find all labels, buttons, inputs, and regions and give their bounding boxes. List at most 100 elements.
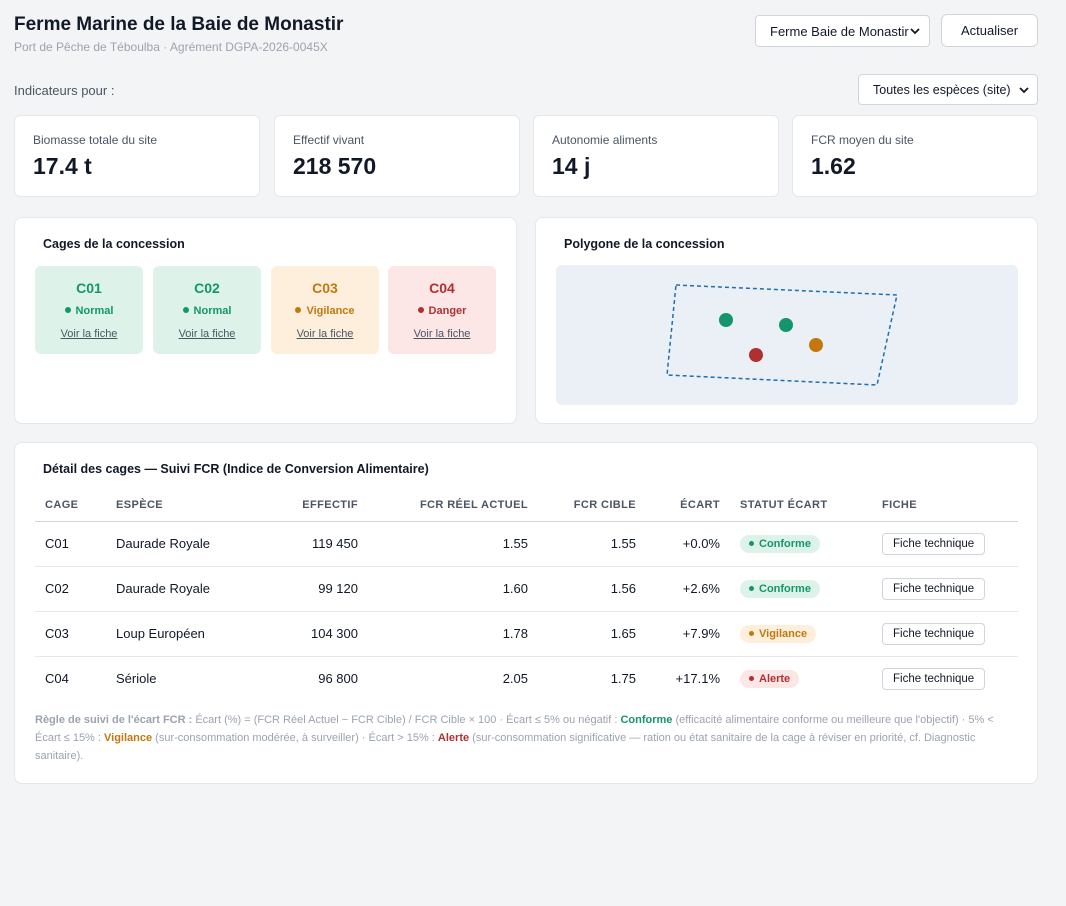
- cell-espece: Daurade Royale: [106, 566, 236, 612]
- chevron-down-icon: [1019, 87, 1029, 94]
- status-badge: Alerte: [740, 669, 800, 688]
- status-dot-icon: [749, 675, 754, 681]
- cage-status-label: Normal: [75, 305, 114, 317]
- table-row: C02 Daurade Royale 99 120 1.60 1.56 +2.6…: [35, 566, 1018, 612]
- cell-cage: C03: [35, 611, 106, 657]
- chevron-down-icon: [910, 28, 920, 35]
- cage-id: C04: [429, 280, 455, 296]
- cage-marker-c04[interactable]: [749, 348, 763, 362]
- cage-status-label: Danger: [428, 305, 467, 317]
- cell-cage: C02: [35, 566, 106, 612]
- cell-fcr-reel: 2.05: [502, 671, 528, 687]
- rule-keyword-vigilance: Vigilance: [104, 732, 153, 744]
- concession-map-svg: [666, 284, 898, 386]
- kpi-label: Effectif vivant: [293, 133, 365, 147]
- kpi-label: Autonomie aliments: [552, 133, 658, 147]
- col-header-fcr-cible: FCR CIBLE: [538, 489, 646, 522]
- cell-fcr-cible: 1.55: [538, 521, 646, 567]
- species-select-value: Toutes les espèces (site): [873, 82, 1011, 97]
- rule-text: (efficacité alimentaire conforme ou meil…: [35, 714, 994, 744]
- status-badge-label: Alerte: [759, 672, 791, 685]
- cage-marker-c02[interactable]: [779, 318, 793, 332]
- cell-statut: Alerte: [730, 656, 872, 701]
- kpi-value: 1.62: [811, 153, 856, 179]
- cell-fcr-reel: 1.78: [368, 611, 538, 657]
- col-header-ecart: ÉCART: [646, 489, 730, 522]
- kpi-card-biomasse: Biomasse totale du site 17.4 t: [14, 115, 260, 197]
- fcr-table-title: Détail des cages — Suivi FCR (Indice de …: [43, 462, 429, 476]
- cell-ecart: +17.1%: [675, 671, 720, 687]
- status-dot-icon: [295, 307, 302, 313]
- kpi-card-autonomie: Autonomie aliments 14 j: [533, 115, 779, 197]
- cell-fiche: Fiche technique: [872, 521, 1018, 567]
- map-panel-title: Polygone de la concession: [564, 237, 725, 251]
- cell-fcr-cible: 1.65: [538, 611, 646, 657]
- cell-fiche: Fiche technique: [872, 566, 1018, 612]
- status-badge: Conforme: [740, 579, 820, 598]
- cell-espece: Daurade Royale: [106, 521, 236, 567]
- cell-effectif: 99 120: [236, 566, 368, 612]
- status-dot-icon: [749, 585, 754, 591]
- refresh-button[interactable]: Actualiser: [941, 14, 1038, 47]
- cell-fcr-cible: 1.56: [538, 566, 646, 612]
- kpi-value: 17.4 t: [33, 153, 92, 179]
- kpi-card-fcr: FCR moyen du site 1.62: [792, 115, 1038, 197]
- cage-card-c02[interactable]: C02 Normal Voir la fiche: [153, 266, 261, 354]
- col-header-effectif: EFFECTIF: [236, 489, 368, 522]
- table-row: C04 Sériole 96 800 2.05 1.75 +17.1% Aler…: [35, 656, 1018, 701]
- cages-panel: Cages de la concession C01 Normal Voir l…: [14, 217, 517, 424]
- table-row: C01 Daurade Royale 119 450 1.55 1.55 +0.…: [35, 521, 1018, 567]
- cage-status: Danger: [388, 305, 496, 317]
- rule-text: (sur-consommation significative — ration…: [35, 732, 976, 762]
- cage-link[interactable]: Voir la fiche: [178, 328, 236, 340]
- cell-fcr-reel: 1.60: [368, 566, 538, 612]
- rule-intro: Règle de suivi de l'écart FCR :: [35, 714, 193, 726]
- fcr-table-panel: Détail des cages — Suivi FCR (Indice de …: [14, 442, 1038, 784]
- cell-ecart: +7.9%: [646, 611, 730, 657]
- cell-cage: C01: [35, 521, 106, 567]
- table-header-row: CAGE ESPÈCE EFFECTIF FCR RÉEL ACTUEL FCR…: [35, 489, 1018, 522]
- kpi-label: FCR moyen du site: [811, 133, 914, 147]
- rule-text: (sur-consommation modérée, à surveiller)…: [152, 732, 438, 744]
- site-select-value: Ferme Baie de Monastir: [770, 23, 909, 39]
- cell-fiche: Fiche technique: [872, 656, 1018, 701]
- cage-status: Vigilance: [271, 305, 379, 317]
- fiche-technique-button[interactable]: Fiche technique: [882, 622, 986, 645]
- fiche-technique-button[interactable]: Fiche technique: [882, 667, 986, 690]
- cage-marker-c01[interactable]: [719, 313, 733, 327]
- cage-link[interactable]: Voir la fiche: [60, 328, 118, 340]
- rule-keyword-alerte: Alerte: [437, 732, 470, 744]
- cage-link[interactable]: Voir la fiche: [296, 328, 354, 340]
- species-select[interactable]: Toutes les espèces (site): [858, 74, 1038, 105]
- cell-fcr-cible: 1.75: [610, 671, 636, 687]
- page-header: Ferme Marine de la Baie de Monastir Port…: [14, 14, 1038, 56]
- cage-id: C01: [76, 280, 102, 296]
- concession-map[interactable]: [556, 265, 1018, 405]
- cell-ecart: +0.0%: [646, 521, 730, 567]
- cage-card-c01[interactable]: C01 Normal Voir la fiche: [35, 266, 143, 354]
- status-dot-icon: [64, 307, 71, 313]
- cages-panel-title: Cages de la concession: [43, 237, 185, 251]
- cell-espece: Sériole: [116, 671, 157, 687]
- cage-card-c04[interactable]: C04 Danger Voir la fiche: [388, 266, 496, 354]
- cell-cage: C04: [45, 671, 69, 687]
- site-select[interactable]: Ferme Baie de Monastir: [755, 15, 930, 47]
- fiche-technique-button[interactable]: Fiche technique: [882, 577, 986, 600]
- status-badge: Vigilance: [740, 624, 817, 643]
- cell-ecart: +2.6%: [646, 566, 730, 612]
- rule-text: Écart (%) = (FCR Réel Actuel − FCR Cible…: [192, 714, 621, 726]
- cage-link[interactable]: Voir la fiche: [413, 328, 471, 340]
- status-dot-icon: [182, 307, 189, 313]
- status-badge-label: Conforme: [759, 537, 811, 550]
- cage-card-c03[interactable]: C03 Vigilance Voir la fiche: [271, 266, 379, 354]
- col-header-fcr-reel: FCR RÉEL ACTUEL: [368, 489, 538, 522]
- page-title: Ferme Marine de la Baie de Monastir: [14, 14, 344, 35]
- table-row: C03 Loup Européen 104 300 1.78 1.65 +7.9…: [35, 611, 1018, 657]
- page-subtitle: Port de Pêche de Téboulba · Agrément DGP…: [14, 40, 328, 54]
- indicators-label: Indicateurs pour :: [14, 83, 115, 98]
- cage-marker-c03[interactable]: [809, 338, 823, 352]
- col-header-fiche: FICHE: [872, 489, 1018, 522]
- cell-fiche: Fiche technique: [872, 611, 1018, 657]
- fiche-technique-button[interactable]: Fiche technique: [882, 532, 986, 555]
- fcr-table: CAGE ESPÈCE EFFECTIF FCR RÉEL ACTUEL FCR…: [35, 489, 1018, 701]
